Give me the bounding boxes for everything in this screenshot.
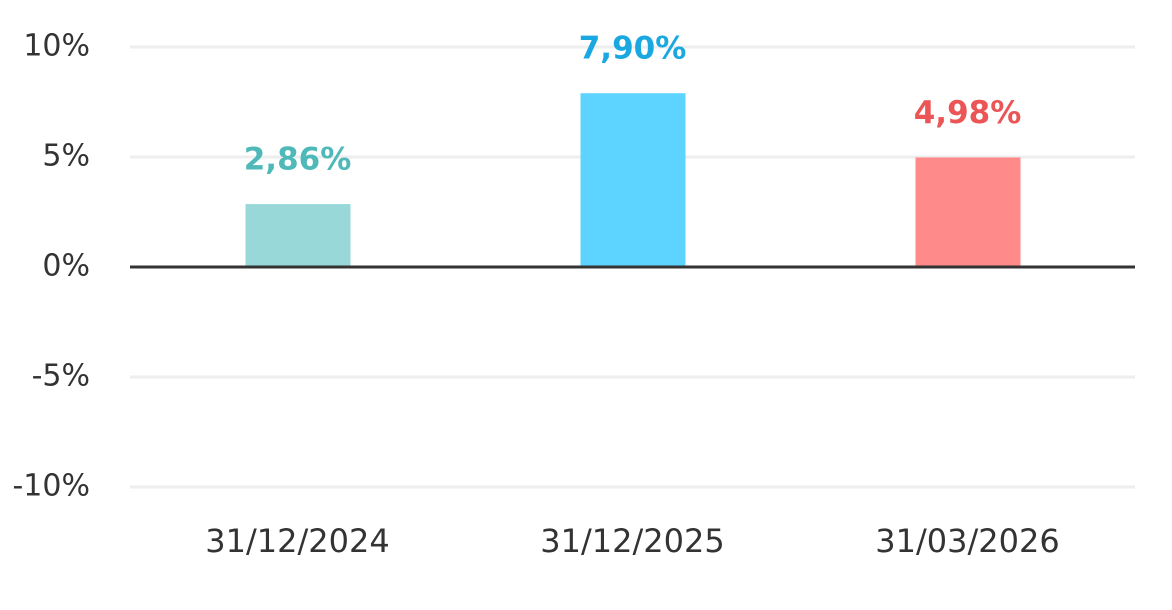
value-label: 7,90% xyxy=(579,31,687,67)
y-tick-label: -10% xyxy=(12,469,90,504)
x-tick-label: 31/03/2026 xyxy=(875,522,1059,560)
y-tick-label: 10% xyxy=(23,29,90,64)
x-tick-label: 31/12/2024 xyxy=(205,522,389,560)
value-label: 4,98% xyxy=(914,95,1022,131)
bar xyxy=(245,204,351,267)
bar xyxy=(580,93,686,267)
y-tick-label: -5% xyxy=(32,359,90,394)
y-tick-label: 5% xyxy=(42,139,90,174)
x-tick-label: 31/12/2025 xyxy=(540,522,724,560)
y-tick-label: 0% xyxy=(42,249,90,284)
value-label: 2,86% xyxy=(244,142,352,178)
bar xyxy=(915,157,1021,267)
